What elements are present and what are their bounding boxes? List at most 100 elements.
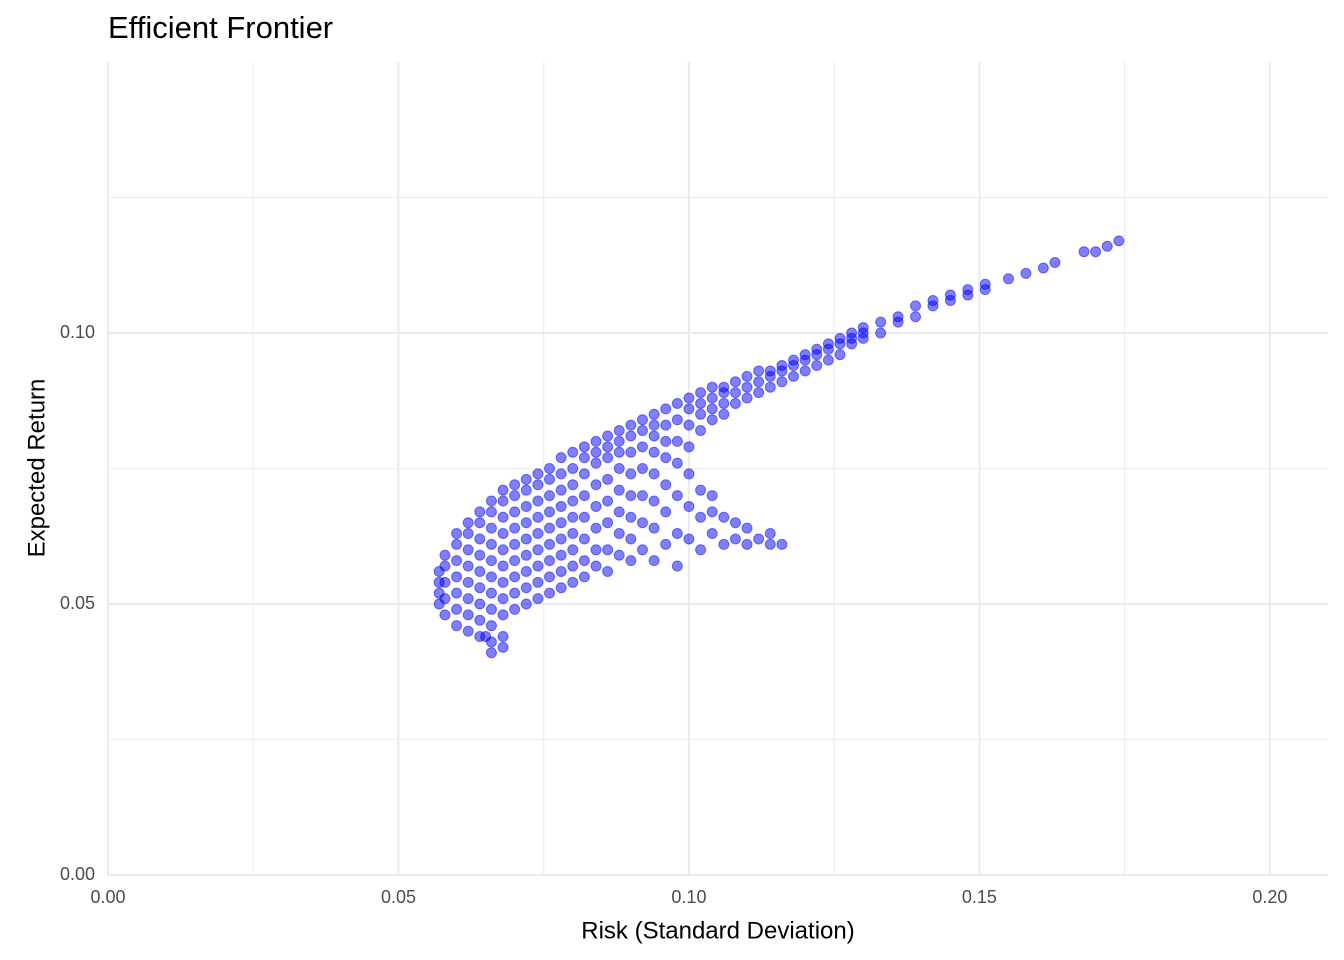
point — [451, 571, 463, 583]
point — [439, 593, 451, 605]
point — [671, 490, 683, 502]
point — [567, 446, 579, 458]
point — [613, 528, 625, 540]
point — [741, 370, 753, 382]
point — [776, 376, 788, 388]
point — [520, 533, 532, 545]
y-tick-label: 0.00 — [60, 864, 95, 884]
point — [683, 419, 695, 431]
point — [764, 528, 776, 540]
point — [520, 484, 532, 496]
point — [451, 528, 463, 540]
point — [567, 479, 579, 491]
point — [910, 300, 922, 312]
point — [567, 560, 579, 572]
point — [485, 495, 497, 507]
point — [555, 533, 567, 545]
point — [741, 381, 753, 393]
point — [875, 327, 887, 339]
point — [485, 647, 497, 659]
point — [613, 446, 625, 458]
point — [706, 506, 718, 518]
point — [485, 571, 497, 583]
point — [625, 555, 637, 567]
point — [706, 414, 718, 426]
point — [439, 549, 451, 561]
point — [439, 609, 451, 621]
point — [729, 397, 741, 409]
point — [602, 452, 614, 464]
point — [648, 408, 660, 420]
point — [497, 528, 509, 540]
point — [497, 631, 509, 643]
point — [509, 571, 521, 583]
point — [532, 495, 544, 507]
point — [636, 441, 648, 453]
point — [602, 565, 614, 577]
point — [462, 576, 474, 588]
point — [613, 549, 625, 561]
point — [753, 376, 765, 388]
point — [683, 403, 695, 415]
point — [462, 609, 474, 621]
point — [567, 495, 579, 507]
point — [695, 408, 707, 420]
point — [695, 425, 707, 437]
point — [451, 603, 463, 615]
point — [718, 408, 730, 420]
point — [567, 511, 579, 523]
tick-labels: 0.00 0.05 0.10 0.15 0.20 0.00 0.05 0.10 — [60, 322, 1287, 907]
x-tick-label: 0.10 — [671, 887, 706, 907]
point — [509, 603, 521, 615]
x-tick-label: 0.05 — [381, 887, 416, 907]
point — [788, 370, 800, 382]
point — [544, 555, 556, 567]
point — [718, 511, 730, 523]
point — [474, 533, 486, 545]
point — [532, 479, 544, 491]
point — [741, 538, 753, 550]
point — [1037, 262, 1049, 274]
point — [944, 289, 956, 301]
point — [1002, 273, 1014, 285]
point — [509, 479, 521, 491]
point — [474, 598, 486, 610]
point — [613, 463, 625, 474]
point — [555, 500, 567, 512]
point — [474, 549, 486, 561]
point — [602, 517, 614, 529]
point — [520, 500, 532, 512]
x-axis-title: Risk (Standard Deviation) — [581, 917, 854, 944]
grid — [107, 62, 1328, 876]
point — [532, 511, 544, 523]
point — [660, 452, 672, 464]
point — [462, 593, 474, 605]
point — [799, 365, 811, 377]
point — [776, 360, 788, 372]
point — [695, 511, 707, 523]
point — [822, 354, 834, 366]
point — [497, 560, 509, 572]
point — [799, 349, 811, 361]
point — [613, 435, 625, 447]
point — [1020, 267, 1032, 279]
point — [578, 490, 590, 502]
point — [660, 435, 672, 447]
point — [567, 544, 579, 556]
point — [509, 587, 521, 599]
point — [497, 576, 509, 588]
point — [555, 468, 567, 480]
point — [555, 565, 567, 577]
y-tick-label: 0.10 — [60, 322, 95, 342]
point — [544, 571, 556, 583]
point — [660, 479, 672, 491]
point — [625, 430, 637, 442]
point — [509, 506, 521, 518]
point — [695, 544, 707, 556]
point — [567, 463, 579, 474]
point — [875, 316, 887, 328]
point — [451, 587, 463, 599]
point — [602, 430, 614, 442]
point — [706, 528, 718, 540]
